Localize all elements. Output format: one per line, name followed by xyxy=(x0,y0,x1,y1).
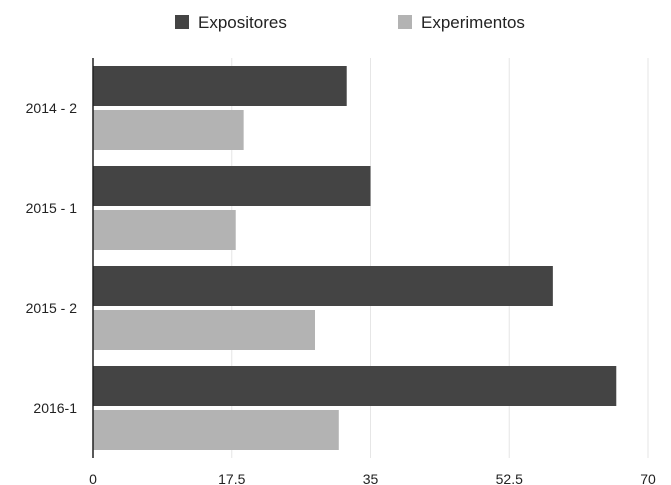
bar-expositores-1 xyxy=(93,66,347,106)
legend-swatch-expositores xyxy=(175,15,189,29)
legend-label-expositores: Expositores xyxy=(198,13,287,32)
category-label: 2014 - 2 xyxy=(26,100,78,116)
category-label: 2015 - 2 xyxy=(26,300,78,316)
x-tick-label: 0 xyxy=(89,471,97,485)
bar-experimentos-4 xyxy=(93,410,339,450)
category-label: 2016-1 xyxy=(33,400,77,416)
x-tick-label: 35 xyxy=(363,471,379,485)
category-labels: 2014 - 2 2015 - 1 2015 - 2 2016-1 xyxy=(26,100,78,416)
legend: Expositores Experimentos xyxy=(175,13,525,32)
x-tick-label: 52.5 xyxy=(496,471,523,485)
x-tick-labels: 0 17.5 35 52.5 70 xyxy=(89,471,656,485)
bar-experimentos-3 xyxy=(93,310,315,350)
bars xyxy=(93,66,617,450)
bar-experimentos-2 xyxy=(93,210,236,250)
x-tick-label: 17.5 xyxy=(218,471,245,485)
bar-expositores-3 xyxy=(93,266,553,306)
legend-label-experimentos: Experimentos xyxy=(421,13,525,32)
x-tick-label: 70 xyxy=(640,471,656,485)
bar-expositores-2 xyxy=(93,166,371,206)
category-label: 2015 - 1 xyxy=(26,200,78,216)
bar-experimentos-1 xyxy=(93,110,244,150)
legend-swatch-experimentos xyxy=(398,15,412,29)
bar-expositores-4 xyxy=(93,366,617,406)
